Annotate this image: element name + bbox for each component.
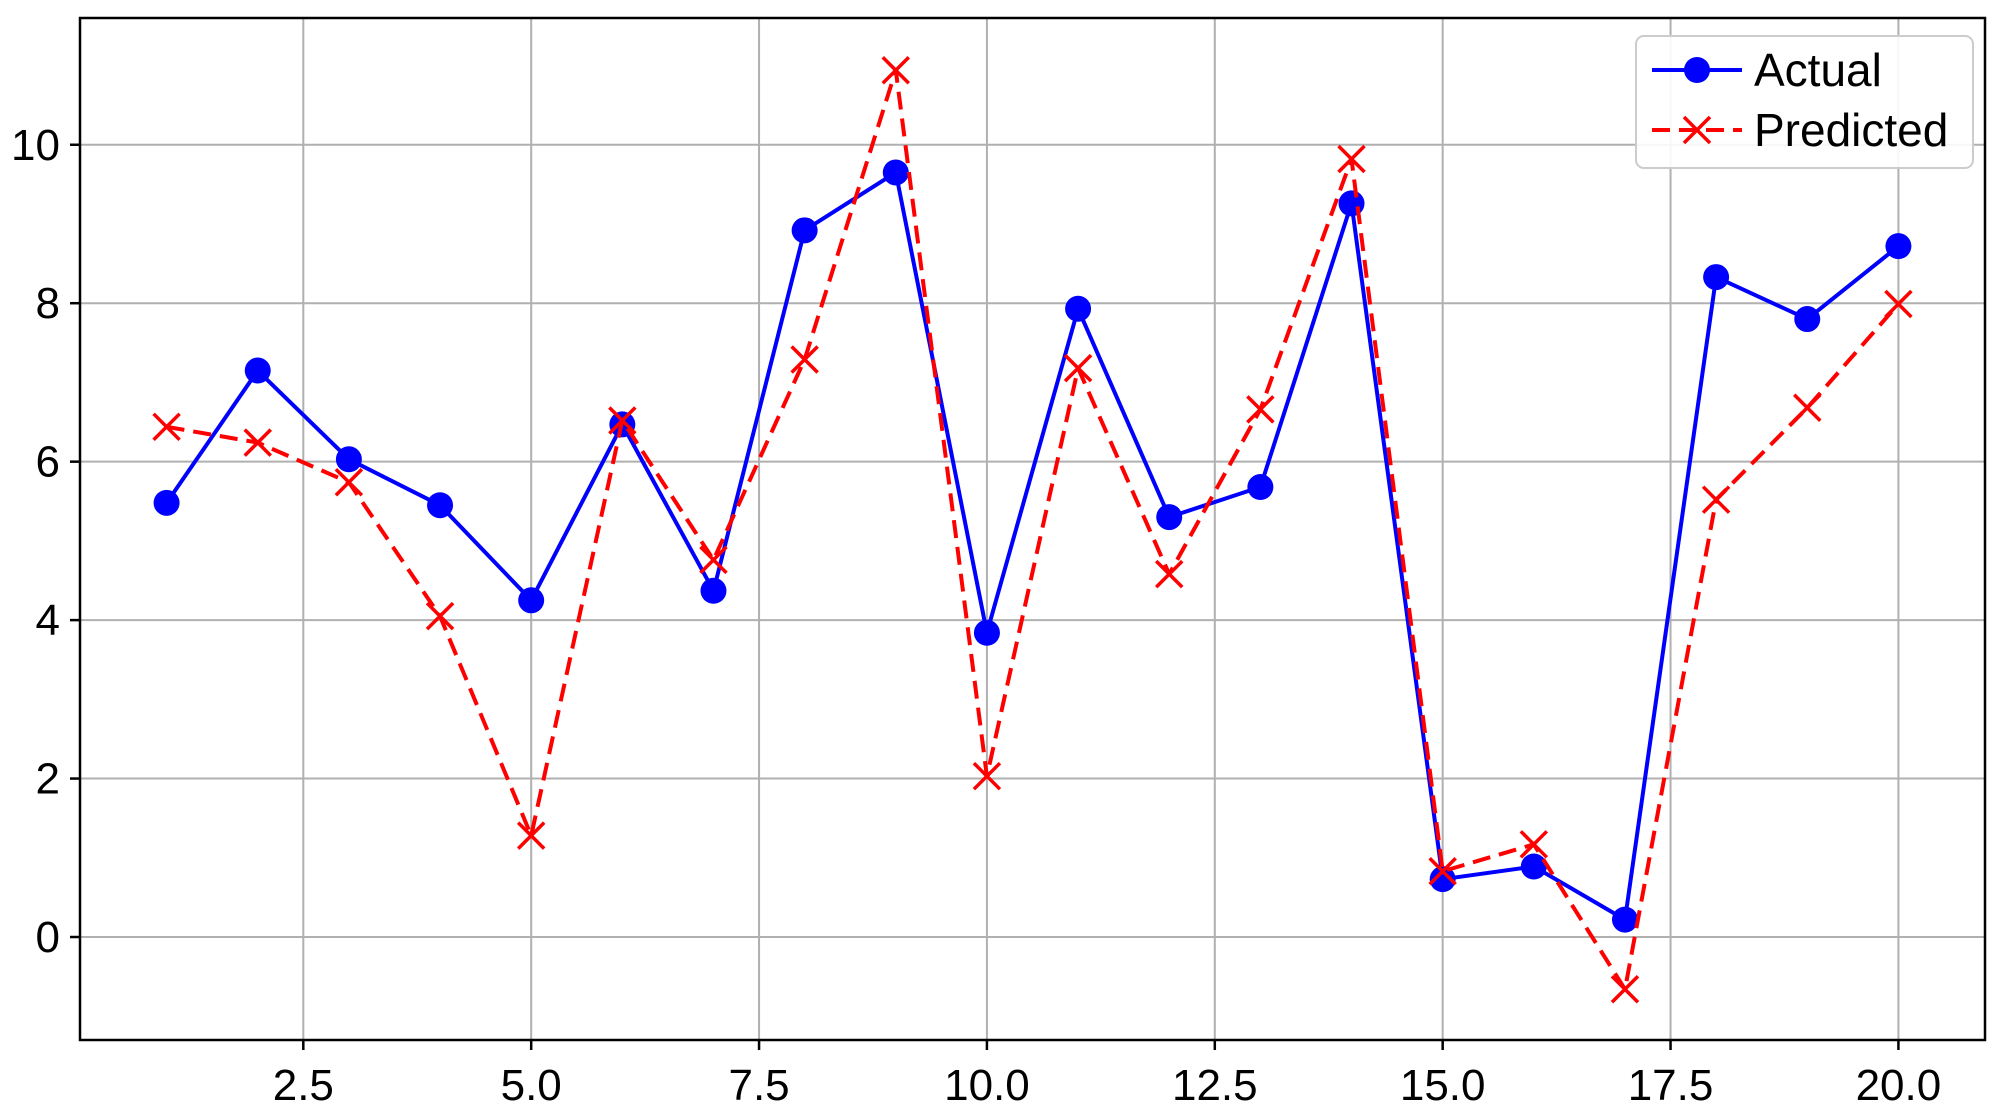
series-line-actual <box>164 170 1900 922</box>
series-predicted <box>152 56 1913 1004</box>
y-tick-label: 10 <box>11 121 60 170</box>
marker-stroke <box>516 821 546 850</box>
data-point <box>700 577 727 604</box>
data-point <box>427 492 454 519</box>
marker-stroke <box>790 345 819 374</box>
data-point <box>516 821 546 850</box>
data-point <box>1794 306 1821 333</box>
marker-stroke <box>243 428 272 457</box>
y-tick-label: 8 <box>36 279 60 328</box>
legend-label: Actual <box>1754 44 1882 96</box>
plot-frame <box>78 16 1987 1042</box>
data-point <box>608 406 637 435</box>
y-tick-label: 4 <box>36 596 60 645</box>
data-point <box>1338 190 1365 217</box>
data-point <box>153 489 180 516</box>
axes: 2.5 5.0 7.5 10.0 12.5 15.0 17.5 20.0 0 2 4 6 8 10 <box>11 16 1987 1108</box>
grid <box>80 18 1985 1040</box>
data-point <box>1884 289 1913 319</box>
data-point <box>243 428 272 457</box>
marker-stroke <box>152 412 181 442</box>
x-tick-label: 15.0 <box>1400 1061 1486 1108</box>
x-tick-label: 10.0 <box>944 1061 1030 1108</box>
data-point <box>1793 393 1822 423</box>
data-point <box>1065 295 1092 322</box>
legend-label: Predicted <box>1754 104 1948 156</box>
data-point <box>1063 353 1093 383</box>
marker-stroke <box>699 545 728 575</box>
data-point <box>790 345 819 374</box>
data-point <box>1885 233 1912 260</box>
marker-stroke <box>1246 395 1275 424</box>
data-point <box>1519 830 1549 859</box>
data-point <box>152 412 181 442</box>
data-point <box>518 587 545 614</box>
data-point <box>1337 144 1366 174</box>
marker-stroke <box>334 468 364 497</box>
data-point <box>1154 559 1184 589</box>
series-layer <box>152 56 1913 1004</box>
data-point <box>1428 857 1457 886</box>
data-point <box>1246 395 1275 424</box>
series-actual <box>153 159 1912 933</box>
data-point <box>973 619 1000 646</box>
data-point <box>244 357 271 384</box>
legend-marker <box>1682 115 1712 145</box>
data-point <box>791 217 818 244</box>
data-point <box>334 468 364 497</box>
x-tick-label: 20.0 <box>1856 1061 1942 1108</box>
marker-stroke <box>1884 289 1913 319</box>
data-point <box>972 761 1002 791</box>
series-line-predicted <box>166 68 1900 992</box>
marker-stroke <box>1337 144 1366 174</box>
y-tick-label: 6 <box>36 438 60 487</box>
y-tick-label: 0 <box>36 913 60 962</box>
x-tick-label: 2.5 <box>273 1061 334 1108</box>
data-point <box>1703 264 1730 291</box>
marker-stroke <box>972 761 1002 791</box>
marker-stroke <box>608 406 637 435</box>
legend-item-actual: Actual <box>1652 44 1882 96</box>
marker-stroke <box>1154 559 1184 589</box>
y-tick-label: 2 <box>36 755 60 804</box>
data-point <box>425 601 455 631</box>
marker-stroke <box>425 601 455 631</box>
marker-stroke <box>1701 485 1731 514</box>
data-point <box>1156 504 1183 531</box>
data-point <box>1701 485 1731 514</box>
data-point <box>882 159 909 186</box>
legend-marker <box>1684 57 1710 83</box>
marker-stroke <box>1519 830 1549 859</box>
marker-stroke <box>1793 393 1822 423</box>
marker-stroke <box>1610 975 1640 1004</box>
legend: Actual Predicted <box>1635 35 1974 169</box>
data-point <box>1611 906 1638 933</box>
x-tick-label: 17.5 <box>1628 1061 1714 1108</box>
x-tick-label: 5.0 <box>501 1061 562 1108</box>
data-point <box>1247 474 1274 501</box>
data-point <box>1520 853 1547 880</box>
x-tick-label: 12.5 <box>1172 1061 1258 1108</box>
data-point <box>335 446 362 473</box>
data-point <box>881 56 911 85</box>
x-tick-label: 7.5 <box>728 1061 789 1108</box>
data-point <box>1429 866 1456 893</box>
data-point <box>699 545 728 575</box>
legend-item-predicted: Predicted <box>1652 104 1948 156</box>
marker-stroke <box>881 56 911 85</box>
marker-stroke <box>1063 353 1093 383</box>
marker-stroke <box>1428 857 1457 886</box>
data-point <box>1610 975 1640 1004</box>
